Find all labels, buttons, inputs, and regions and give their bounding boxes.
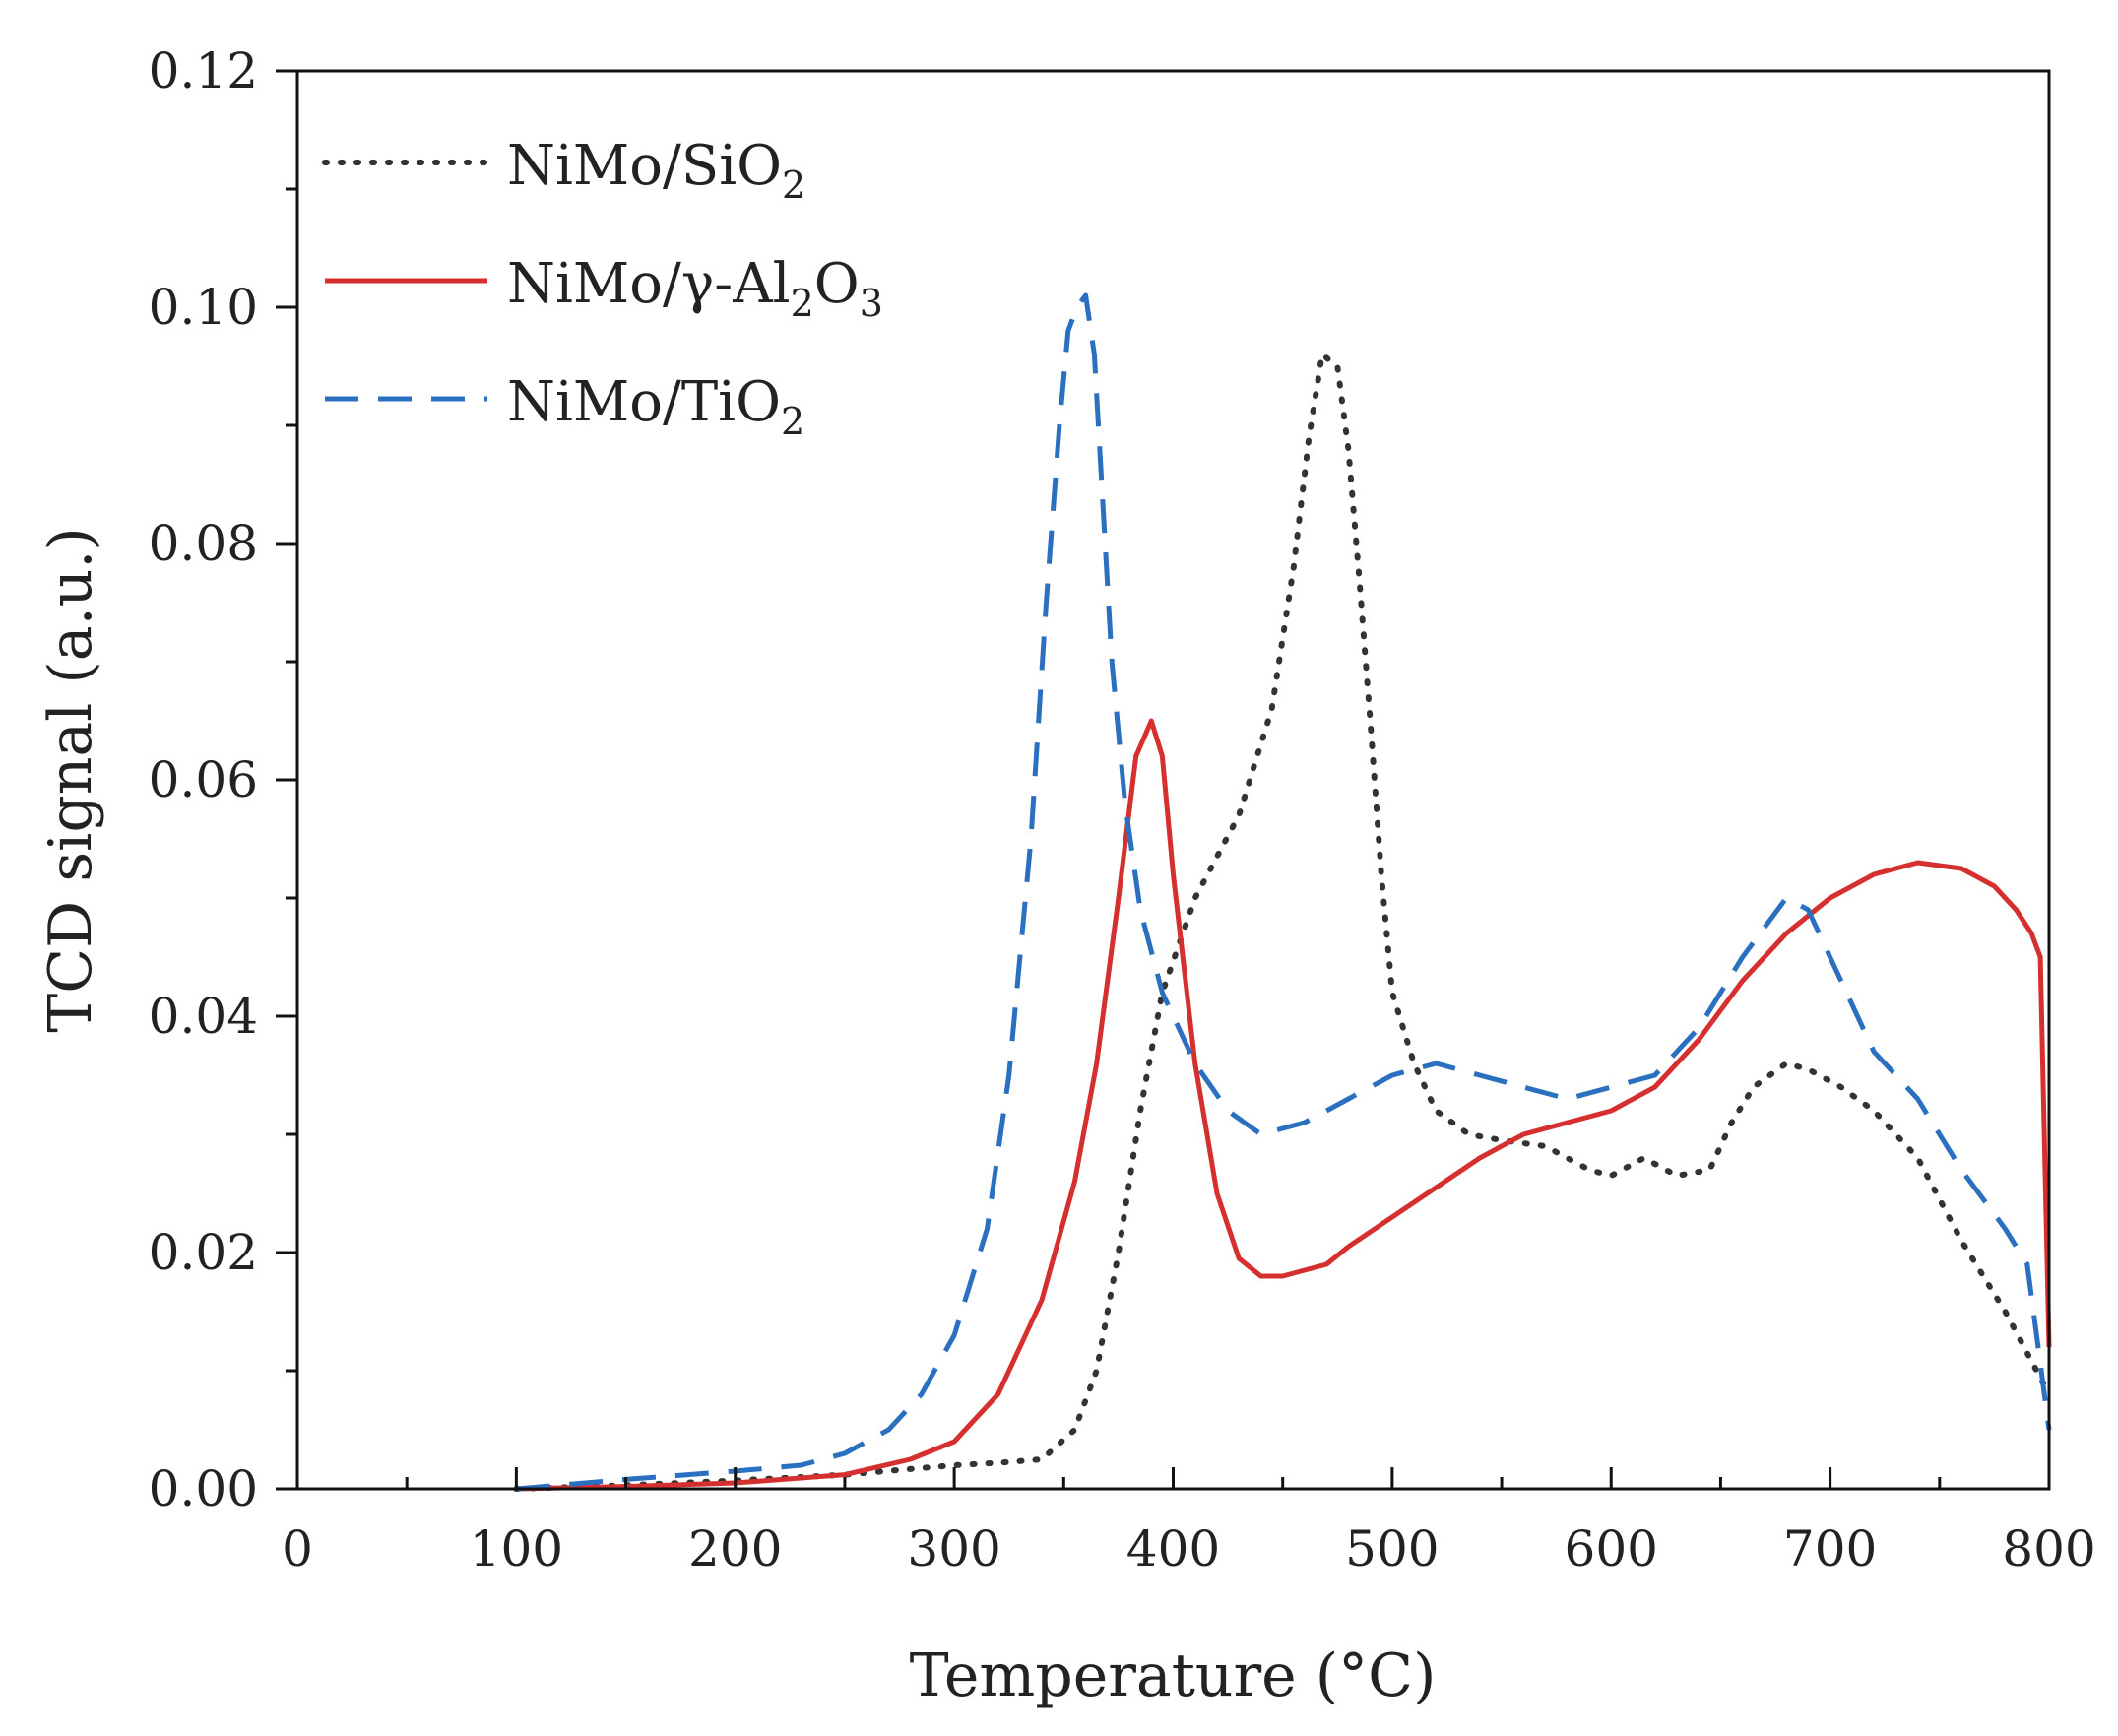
series-layer: [513, 292, 2052, 1492]
x-axis-title: Temperature (°C): [910, 1641, 1437, 1710]
y-tick-label: 0.02: [149, 1224, 258, 1281]
y-tick-label: 0.12: [149, 42, 258, 99]
y-tick-label: 0.08: [149, 515, 258, 572]
x-axis-ticks: 0 100 200 300 400 500 600 700 800: [282, 1467, 2096, 1577]
legend-label-1: NiMo/SiO2: [507, 134, 805, 207]
x-tick-label: 400: [1126, 1520, 1220, 1577]
y-tick-label: 0.00: [149, 1460, 258, 1517]
x-tick-label: 600: [1565, 1520, 1658, 1577]
x-tick-label: 300: [907, 1520, 1000, 1577]
y-tick-label: 0.06: [149, 751, 258, 808]
y-axis-ticks: 0.00 0.02 0.04 0.06 0.08 0.10 0.12: [149, 42, 297, 1517]
y-tick-label: 0.10: [149, 279, 258, 336]
x-tick-label: 700: [1783, 1520, 1877, 1577]
y-tick-label: 0.04: [149, 988, 258, 1045]
y-axis-title: TCD signal (a.u.): [36, 527, 105, 1033]
x-tick-label: 500: [1345, 1520, 1439, 1577]
legend-label-2: NiMo/γ-Al2O3: [507, 252, 883, 325]
x-tick-label: 100: [470, 1520, 563, 1577]
series-line-3: [516, 292, 2052, 1492]
x-tick-label: 800: [2002, 1520, 2095, 1577]
legend: NiMo/SiO2 NiMo/γ-Al2O3 NiMo/TiO2: [322, 134, 883, 443]
series-line-2: [516, 718, 2052, 1492]
legend-label-3: NiMo/TiO2: [507, 370, 804, 443]
series-line-1: [513, 352, 2052, 1492]
x-tick-label: 0: [282, 1520, 313, 1577]
x-tick-label: 200: [688, 1520, 782, 1577]
